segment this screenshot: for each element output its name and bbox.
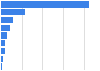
Bar [1,25,10,31]
Bar [1,9,25,15]
Bar [1,48,5,54]
Bar [1,1,89,8]
Bar [1,32,7,39]
Bar [1,17,13,23]
Bar [1,40,5,46]
Bar [1,56,3,62]
Bar [1,63,2,70]
